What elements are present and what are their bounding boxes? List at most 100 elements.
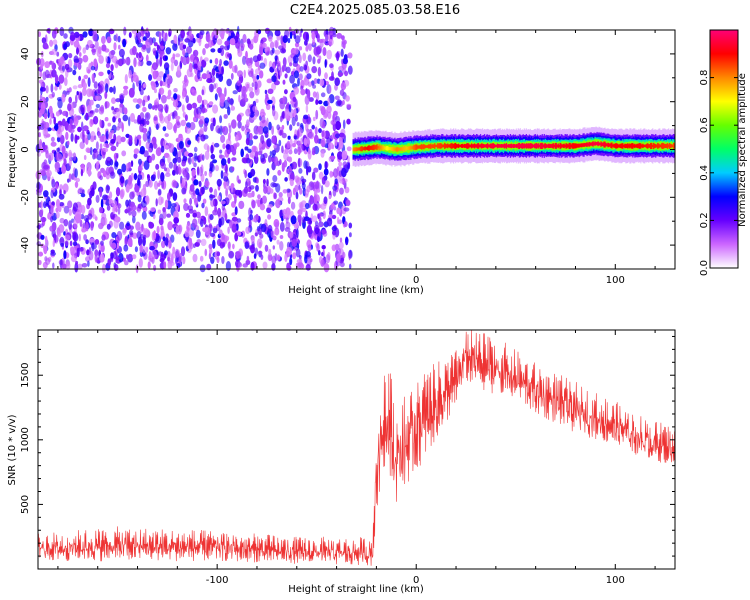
noise-cell xyxy=(39,70,43,78)
noise-cell xyxy=(314,28,318,36)
noise-cell xyxy=(199,264,206,273)
noise-cell xyxy=(178,140,184,149)
noise-cell xyxy=(120,136,126,143)
noise-cell xyxy=(290,172,295,182)
noise-cell xyxy=(63,190,66,195)
noise-cell xyxy=(90,65,96,71)
noise-cell xyxy=(266,78,273,84)
noise-cell xyxy=(316,188,321,193)
band-cell xyxy=(624,143,626,149)
noise-cell xyxy=(129,191,135,200)
noise-cell xyxy=(51,69,57,78)
noise-cell xyxy=(111,97,116,104)
noise-cell xyxy=(134,185,140,193)
band-cell xyxy=(671,144,673,148)
band-cell xyxy=(420,144,422,149)
noise-cell xyxy=(294,47,299,55)
band-cell xyxy=(443,144,445,148)
noise-cell xyxy=(145,30,151,39)
noise-cell xyxy=(220,170,224,180)
noise-cell xyxy=(79,52,82,57)
noise-cell xyxy=(93,135,97,141)
noise-cell xyxy=(292,143,296,148)
noise-cell xyxy=(149,245,156,251)
noise-cell xyxy=(45,257,51,265)
noise-cell xyxy=(37,259,42,266)
noise-cell xyxy=(292,252,297,260)
band-cell xyxy=(468,143,470,149)
band-cell xyxy=(359,147,361,151)
noise-cell xyxy=(313,194,318,205)
noise-cell xyxy=(182,50,186,56)
noise-cell xyxy=(55,211,60,219)
noise-cell xyxy=(74,168,78,178)
noise-cell xyxy=(286,246,293,256)
x-tick-label: 0 xyxy=(413,275,419,286)
noise-cell xyxy=(145,141,150,150)
band-cell xyxy=(612,144,614,147)
noise-cell xyxy=(331,225,337,232)
noise-cell xyxy=(274,156,279,167)
noise-cell xyxy=(266,138,272,148)
band-cell xyxy=(623,144,625,148)
band-cell xyxy=(645,144,647,148)
noise-cell xyxy=(347,52,353,59)
noise-cell xyxy=(264,89,268,95)
noise-cell xyxy=(209,214,214,221)
noise-cell xyxy=(140,200,147,208)
noise-cell xyxy=(299,66,304,72)
noise-cell xyxy=(94,40,99,50)
noise-cell xyxy=(339,187,344,195)
noise-cell xyxy=(259,203,266,211)
band-cell xyxy=(569,142,571,149)
noise-cell xyxy=(316,243,320,252)
noise-cell xyxy=(220,32,225,40)
band-cell xyxy=(590,142,592,146)
y-tick-label: 20 xyxy=(20,95,31,108)
noise-cell xyxy=(67,200,73,209)
noise-cell xyxy=(141,106,147,113)
band-cell xyxy=(375,145,377,150)
noise-cell xyxy=(260,223,267,233)
noise-cell xyxy=(283,152,289,161)
noise-cell xyxy=(120,188,125,198)
noise-cell xyxy=(143,160,150,171)
noise-cell xyxy=(111,232,117,239)
noise-cell xyxy=(115,98,121,103)
noise-cell xyxy=(227,241,231,249)
noise-cell xyxy=(177,37,181,46)
band-cell xyxy=(422,144,424,149)
noise-cell xyxy=(49,110,54,119)
noise-cell xyxy=(325,254,331,264)
band-cell xyxy=(478,144,481,148)
noise-cell xyxy=(305,264,311,271)
band-cell xyxy=(643,144,645,148)
noise-cell xyxy=(235,142,240,148)
noise-cell xyxy=(268,60,273,69)
band-cell xyxy=(406,146,408,150)
noise-cell xyxy=(254,68,261,75)
noise-cell xyxy=(69,240,73,247)
noise-cell xyxy=(39,94,43,101)
noise-cell xyxy=(291,238,298,247)
noise-cell xyxy=(155,50,159,56)
noise-cell xyxy=(65,90,70,95)
noise-cell xyxy=(150,207,156,213)
noise-cell xyxy=(39,107,45,115)
noise-cell xyxy=(291,161,298,170)
band-cell xyxy=(378,144,380,151)
noise-cell xyxy=(276,239,280,245)
noise-cell xyxy=(89,99,94,106)
noise-cell xyxy=(82,82,87,90)
y-tick-label: 0 xyxy=(20,146,31,152)
noise-cell xyxy=(293,108,297,117)
noise-cell xyxy=(99,119,102,128)
band-cell xyxy=(570,144,572,148)
noise-cell xyxy=(196,94,203,104)
noise-cell xyxy=(88,250,94,261)
noise-cell xyxy=(333,200,339,205)
noise-cell xyxy=(312,84,317,89)
noise-cell xyxy=(87,69,91,74)
noise-cell xyxy=(181,187,187,195)
